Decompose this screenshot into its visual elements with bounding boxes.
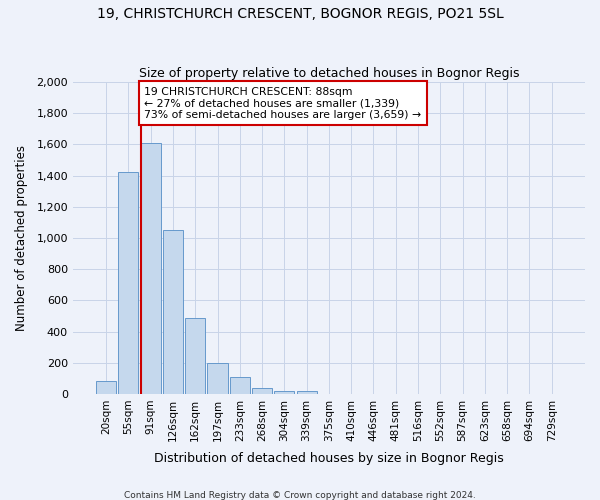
X-axis label: Distribution of detached houses by size in Bognor Regis: Distribution of detached houses by size … (154, 452, 504, 465)
Bar (208, 362, 227, 394)
Text: Contains HM Land Registry data © Crown copyright and database right 2024.: Contains HM Land Registry data © Crown c… (124, 490, 476, 500)
Bar (163, 230, 183, 394)
Bar (230, 377, 250, 394)
Title: Size of property relative to detached houses in Bognor Regis: Size of property relative to detached ho… (139, 66, 519, 80)
Bar (274, 391, 295, 394)
Bar (118, 172, 139, 394)
Bar (185, 318, 205, 394)
Bar (140, 143, 161, 394)
Bar (96, 382, 116, 394)
Text: 19, CHRISTCHURCH CRESCENT, BOGNOR REGIS, PO21 5SL: 19, CHRISTCHURCH CRESCENT, BOGNOR REGIS,… (97, 8, 503, 22)
Bar (296, 391, 317, 394)
Bar (252, 388, 272, 394)
Text: 19 CHRISTCHURCH CRESCENT: 88sqm
← 27% of detached houses are smaller (1,339)
73%: 19 CHRISTCHURCH CRESCENT: 88sqm ← 27% of… (144, 86, 421, 120)
Y-axis label: Number of detached properties: Number of detached properties (15, 145, 28, 331)
